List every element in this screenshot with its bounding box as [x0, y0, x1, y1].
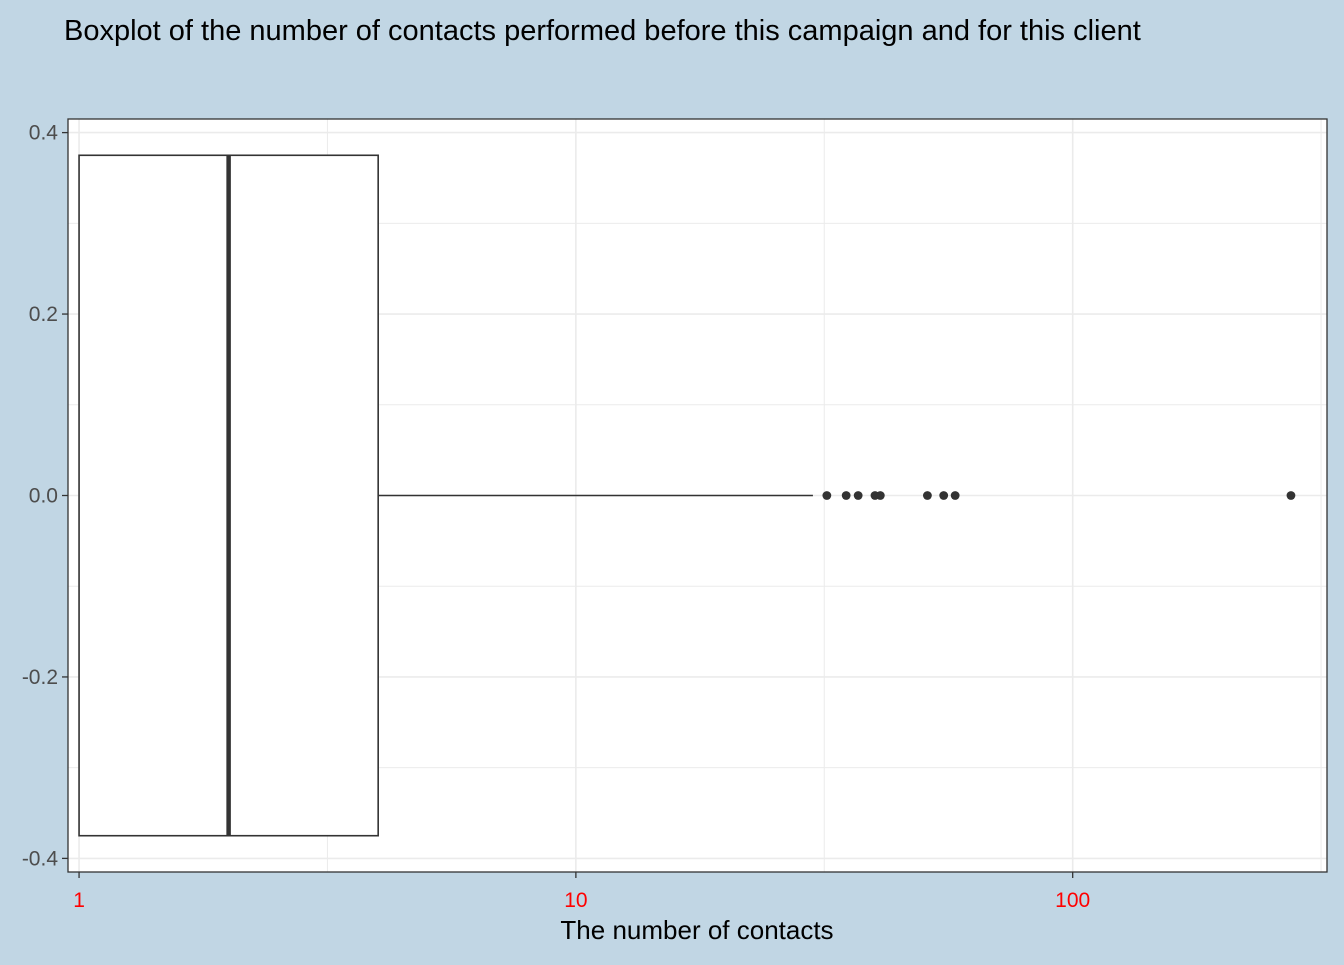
x-tick-label: 100 — [1055, 889, 1090, 912]
y-tick-label: 0.2 — [29, 303, 58, 326]
axes: 1 10 100 0.4 0.2 0.0 -0.2 -0.4 — [22, 122, 1090, 912]
outlier-points — [822, 491, 1296, 500]
x-tick-label: 1 — [73, 889, 85, 912]
y-tick-label: 0.4 — [29, 122, 59, 145]
boxplot-layer — [78, 154, 813, 837]
y-tick-label: -0.2 — [22, 666, 58, 689]
outlier-point — [853, 491, 863, 500]
outlier-point — [923, 491, 932, 500]
outlier-point — [950, 491, 960, 500]
outlier-point — [841, 491, 851, 500]
x-axis-title: The number of contacts — [560, 915, 833, 945]
outlier-point — [875, 491, 885, 500]
outlier-point — [1286, 491, 1296, 500]
y-tick-label: 0.0 — [29, 485, 58, 508]
chart-title: Boxplot of the number of contacts perfor… — [64, 15, 1141, 47]
x-tick-label: 10 — [564, 889, 587, 912]
outlier-point — [822, 491, 832, 500]
y-tick-label: -0.4 — [22, 847, 59, 870]
outlier-point — [939, 491, 949, 500]
